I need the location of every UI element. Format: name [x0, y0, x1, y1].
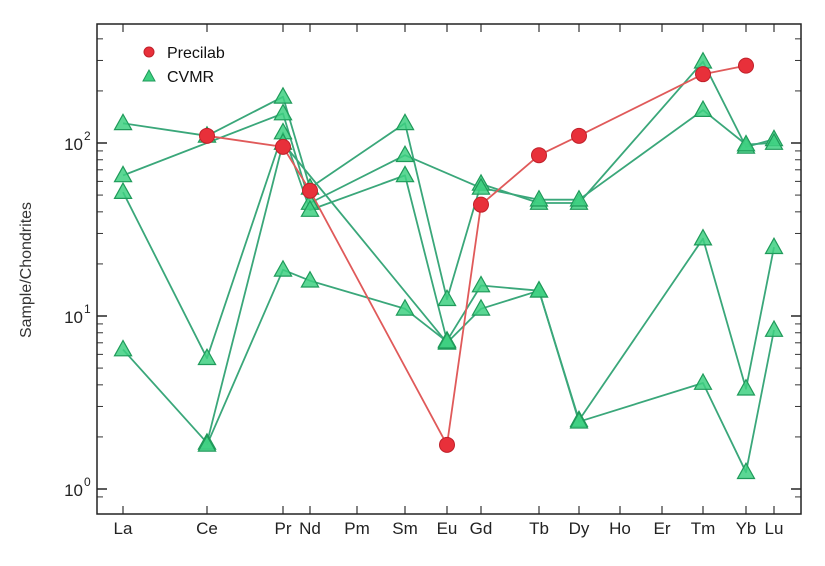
x-tick-label-nd: Nd [299, 519, 321, 538]
y-tick-label: 10 1 [64, 302, 91, 327]
x-tick-label-ho: Ho [609, 519, 631, 538]
y-tick-exponent: 2 [84, 129, 91, 143]
point-precilab [738, 57, 754, 74]
series-line-cvmr-1 [122, 60, 775, 301]
series-line-precilab-0 [206, 64, 747, 446]
y-tick-base: 10 [64, 135, 83, 154]
point-cvmr [471, 298, 491, 316]
point-cvmr [764, 319, 784, 337]
point-precilab [302, 182, 318, 199]
point-cvmr [300, 270, 320, 288]
point-cvmr [764, 236, 784, 255]
point-cvmr [693, 51, 713, 69]
point-cvmr [437, 288, 457, 307]
point-cvmr [437, 331, 457, 349]
point-cvmr [113, 339, 133, 357]
point-precilab [199, 127, 215, 144]
legend-triangle-icon [142, 68, 156, 82]
point-cvmr [529, 189, 549, 207]
point-cvmr [395, 113, 415, 131]
legend-item-precilab: Precilab [143, 45, 225, 62]
y-tick-exponent: 1 [84, 302, 91, 316]
legend-label: CVMR [167, 69, 214, 86]
axis-ticks [97, 24, 801, 514]
point-cvmr [197, 434, 217, 452]
legend-circle-icon [143, 46, 155, 58]
point-cvmr [395, 165, 415, 183]
point-cvmr [273, 103, 293, 121]
x-tick-label-tm: Tm [691, 519, 716, 538]
series-line-cvmr-5 [206, 268, 448, 446]
plot-frame [96, 23, 802, 515]
point-cvmr [764, 132, 784, 150]
point-cvmr [113, 165, 133, 183]
series-lines [122, 60, 775, 474]
x-tick-label-sm: Sm [392, 519, 418, 538]
point-cvmr [693, 372, 713, 390]
x-tick-label-dy: Dy [569, 519, 590, 538]
point-cvmr [736, 461, 756, 480]
point-precilab [439, 436, 455, 453]
series-line-cvmr-4 [122, 142, 775, 474]
legend-item-cvmr: CVMR [142, 68, 214, 86]
y-tick-base: 10 [64, 481, 83, 500]
x-tick-label-er: Er [654, 519, 671, 538]
point-cvmr [273, 86, 293, 104]
point-cvmr [569, 189, 589, 207]
point-cvmr [113, 113, 133, 131]
point-cvmr [569, 411, 589, 429]
point-precilab [473, 196, 489, 213]
point-cvmr [471, 177, 491, 195]
y-tick-label: 10 0 [64, 475, 91, 500]
legend: Precilab CVMR [142, 45, 225, 86]
x-tick-label-la: La [114, 519, 133, 538]
point-cvmr [736, 378, 756, 396]
point-cvmr [197, 347, 217, 366]
point-precilab [275, 138, 291, 155]
point-precilab [571, 127, 587, 144]
point-cvmr [113, 181, 133, 199]
x-tick-label-lu: Lu [765, 519, 784, 538]
series-line-cvmr-2 [122, 109, 775, 204]
y-axis-label: Sample/Chondrites [18, 202, 35, 338]
x-tick-label-pm: Pm [344, 519, 370, 538]
point-cvmr [395, 144, 415, 163]
series-line-cvmr-3 [122, 131, 775, 422]
x-tick-label-eu: Eu [437, 519, 458, 538]
x-tick-label-tb: Tb [529, 519, 549, 538]
point-precilab [695, 66, 711, 83]
x-tick-label-ce: Ce [196, 519, 218, 538]
point-cvmr [736, 134, 756, 152]
x-tick-labels: La Ce Pr Nd Pm Sm Eu Gd Tb Dy Ho Er Tm Yb Lu [114, 519, 784, 538]
point-cvmr [693, 228, 713, 246]
point-cvmr [529, 280, 549, 298]
series-markers [113, 51, 784, 480]
point-cvmr [300, 199, 320, 217]
point-cvmr [395, 298, 415, 316]
x-tick-label-pr: Pr [275, 519, 292, 538]
point-precilab [531, 147, 547, 164]
legend-label: Precilab [167, 45, 225, 62]
x-tick-label-gd: Gd [470, 519, 493, 538]
point-cvmr [273, 259, 293, 277]
y-tick-label: 10 2 [64, 129, 91, 154]
y-tick-base: 10 [64, 308, 83, 327]
y-tick-exponent: 0 [84, 475, 91, 489]
point-cvmr [471, 275, 491, 293]
point-cvmr [693, 99, 713, 118]
x-tick-label-yb: Yb [736, 519, 757, 538]
